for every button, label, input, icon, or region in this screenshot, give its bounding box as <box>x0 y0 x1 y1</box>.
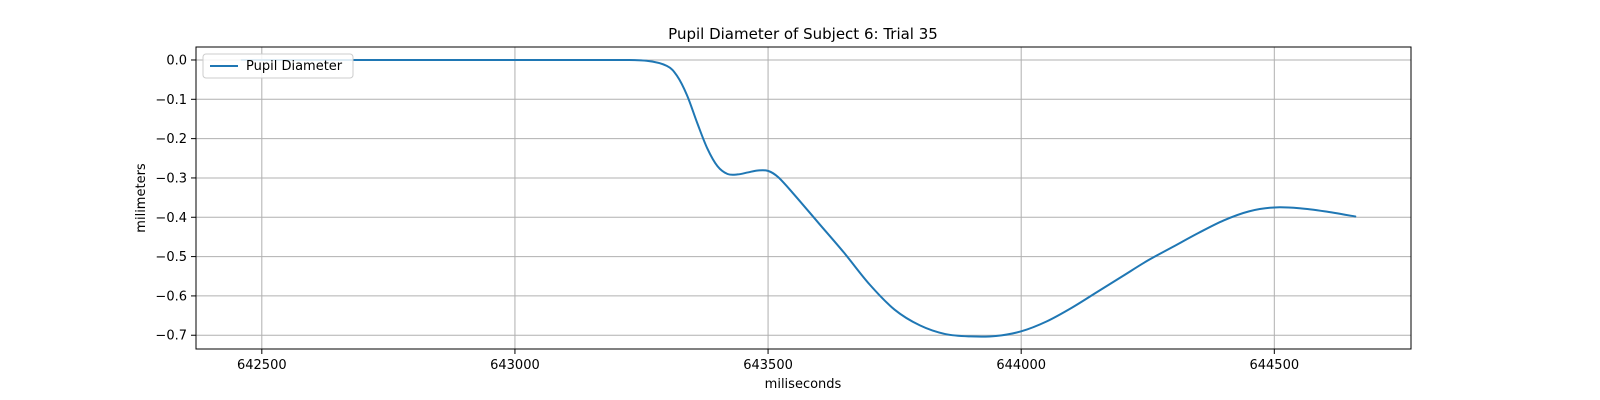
y-axis-ticks: 0.0 −0.1 −0.2 −0.3 −0.4 −0.5 −0.6 −0.7 <box>155 53 196 344</box>
y-tick-label: −0.6 <box>155 289 187 304</box>
series-lines <box>240 58 1357 338</box>
grid-lines <box>196 47 1411 349</box>
y-tick-label: 0.0 <box>166 53 187 68</box>
y-tick-label: −0.5 <box>155 250 187 265</box>
y-tick-label: −0.4 <box>155 211 187 226</box>
y-tick-label: −0.3 <box>155 171 187 186</box>
legend-label: Pupil Diameter <box>246 59 343 74</box>
x-tick-label: 644000 <box>996 358 1046 373</box>
y-axis-label: milimeters <box>134 163 149 233</box>
plot-frame <box>195 46 1412 350</box>
legend-box <box>202 53 354 79</box>
x-axis-label: miliseconds <box>765 377 842 392</box>
y-tick-label: −0.7 <box>155 329 187 344</box>
x-tick-label: 643500 <box>743 358 793 373</box>
x-axis-ticks: 642500 643000 643500 644000 644500 <box>237 349 1299 373</box>
x-tick-label: 644500 <box>1249 358 1299 373</box>
series-line-pupil-diameter <box>240 58 1357 338</box>
x-tick-label: 642500 <box>237 358 287 373</box>
y-tick-label: −0.1 <box>155 93 187 108</box>
chart-title: Pupil Diameter of Subject 6: Trial 35 <box>668 25 938 43</box>
y-tick-label: −0.2 <box>155 132 187 147</box>
legend: Pupil Diameter <box>202 53 354 79</box>
x-tick-label: 643000 <box>490 358 540 373</box>
